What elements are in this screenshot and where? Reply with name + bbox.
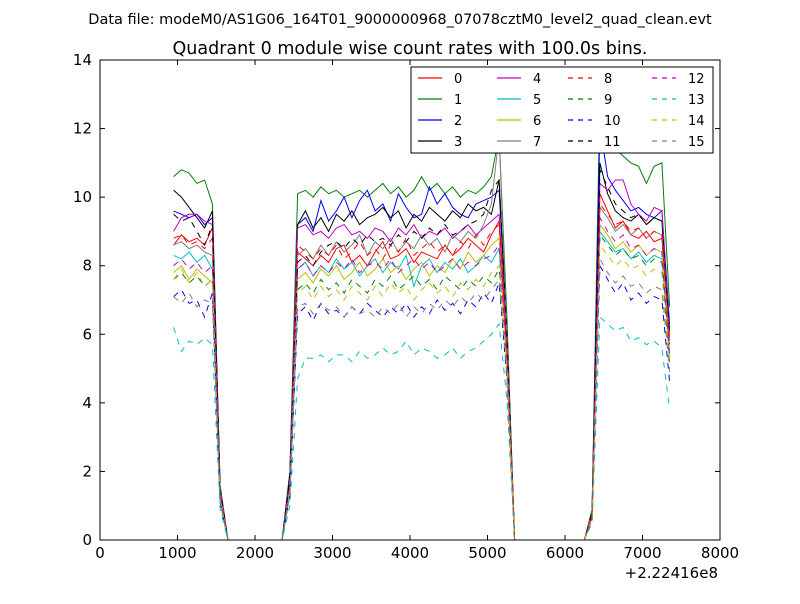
legend-label: 15 xyxy=(688,135,705,150)
y-tick-label: 12 xyxy=(73,120,92,138)
series-line-14 xyxy=(173,243,671,541)
legend-box xyxy=(410,66,714,154)
x-axis: 0 1000 2000 3000 4000 5000 6000 7000 8000 xyxy=(95,60,739,562)
legend-label: 2 xyxy=(454,114,462,129)
y-tick-label: 6 xyxy=(82,325,92,343)
series-line-11 xyxy=(173,169,671,541)
series-line-3 xyxy=(173,162,671,541)
y-tick-label: 8 xyxy=(82,257,92,275)
series-line-10 xyxy=(173,263,671,541)
x-tick-label: 6000 xyxy=(546,544,584,562)
legend-label: 11 xyxy=(604,135,621,150)
y-tick-label: 2 xyxy=(82,462,92,480)
legend-label: 1 xyxy=(454,93,462,108)
x-tick-label: 8000 xyxy=(701,544,739,562)
legend-label: 14 xyxy=(688,114,705,129)
x-tick-label: 3000 xyxy=(313,544,351,562)
y-tick-label: 14 xyxy=(73,51,92,69)
figure-suptitle: Data file: modeM0/AS1G06_164T01_90000009… xyxy=(88,12,712,28)
legend-label: 3 xyxy=(454,135,462,150)
series-layer xyxy=(173,97,671,541)
legend-label: 9 xyxy=(604,93,612,108)
legend-label: 0 xyxy=(454,72,462,87)
x-offset-label: +2.22416e8 xyxy=(625,564,718,582)
legend-label: 8 xyxy=(604,72,612,87)
y-tick-label: 4 xyxy=(82,394,92,412)
series-line-1 xyxy=(173,97,671,541)
x-tick-label: 7000 xyxy=(623,544,661,562)
y-tick-label: 0 xyxy=(82,531,92,549)
x-tick-label: 2000 xyxy=(236,544,274,562)
legend-label: 10 xyxy=(604,114,621,129)
x-tick-label: 0 xyxy=(95,544,105,562)
legend-label: 5 xyxy=(533,93,541,108)
y-tick-label: 10 xyxy=(73,188,92,206)
legend-label: 12 xyxy=(688,72,705,87)
legend-label: 4 xyxy=(533,72,541,87)
legend-label: 7 xyxy=(533,135,541,150)
x-tick-label: 4000 xyxy=(391,544,429,562)
legend-label: 13 xyxy=(688,93,705,108)
x-tick-label: 1000 xyxy=(158,544,196,562)
chart-title: Quadrant 0 module wise count rates with … xyxy=(173,39,648,59)
series-line-15 xyxy=(173,257,671,541)
legend-label: 6 xyxy=(533,114,541,129)
x-tick-label: 5000 xyxy=(468,544,506,562)
